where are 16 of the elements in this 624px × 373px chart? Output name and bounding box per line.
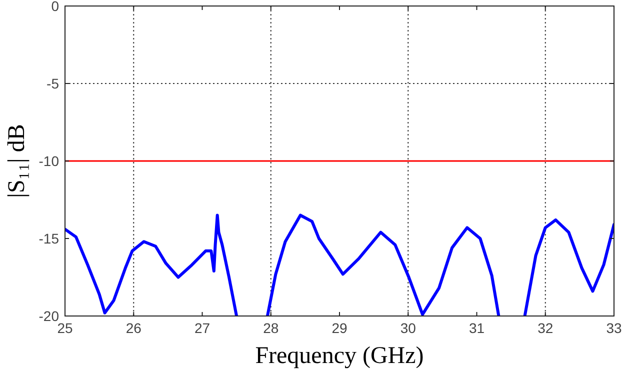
x-tick-label: 29 xyxy=(332,320,348,336)
x-tick-label: 32 xyxy=(538,320,554,336)
x-tick-label: 25 xyxy=(57,320,73,336)
y-tick-label: 0 xyxy=(51,0,60,14)
x-tick-label: 33 xyxy=(606,320,622,336)
x-tick-label: 26 xyxy=(126,320,142,336)
x-tick-label: 31 xyxy=(468,320,485,336)
x-axis-title: Frequency (GHz) xyxy=(255,343,424,369)
y-tick-label: -5 xyxy=(46,76,60,92)
y-axis-title: |S₁₁| dB xyxy=(4,124,30,198)
x-tick-label: 30 xyxy=(400,320,416,336)
y-tick-label: -20 xyxy=(38,308,60,324)
x-tick-label: 27 xyxy=(194,320,210,336)
x-tick-label: 28 xyxy=(263,320,279,336)
y-tick-label: -10 xyxy=(38,153,60,169)
y-tick-label: -15 xyxy=(38,230,60,246)
